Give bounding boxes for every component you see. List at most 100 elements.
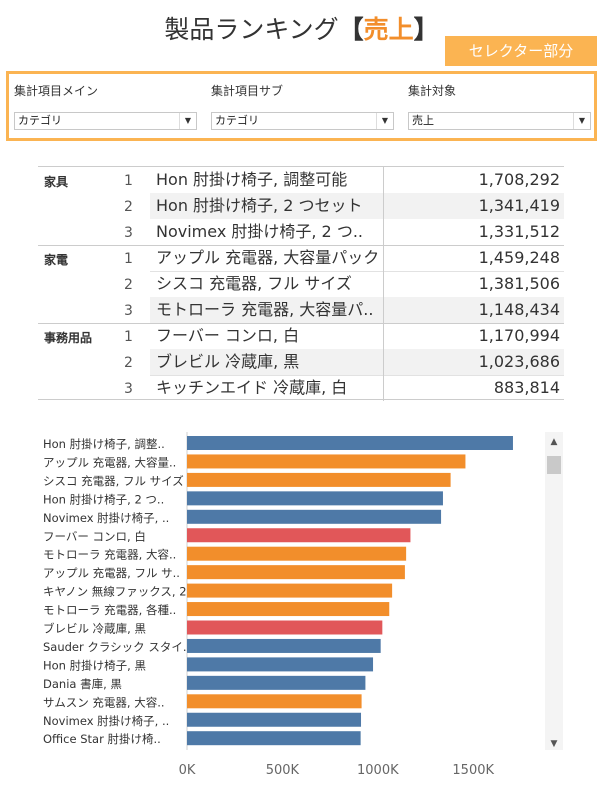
group-divider [38,245,564,246]
bar[interactable] [187,509,442,524]
sales-value: 883,814 [383,375,564,401]
product-name: アップル 充電器, 大容量パック [156,248,380,267]
table-row[interactable]: 2 ブレビル 冷蔵庫, 黒 1,023,686 [38,349,564,375]
main-item-label: 集計項目メイン [14,84,99,98]
bar[interactable] [187,694,362,709]
rank-number: 3 [124,303,133,319]
bar-category-label: Office Star 肘掛け椅.. [43,732,161,746]
bar[interactable] [187,546,407,561]
scrollbar-track[interactable] [545,432,563,750]
bar-category-label: キヤノン 無線ファックス, 2.. [43,585,194,599]
bar[interactable] [187,620,383,635]
bar-category-label: ブレビル 冷蔵庫, 黒 [43,622,146,636]
rank-number: 2 [124,277,133,293]
table-row[interactable]: 1 Hon 肘掛け椅子, 調整可能 1,708,292 [38,167,564,193]
sales-value: 1,381,506 [383,271,564,297]
table-row[interactable]: 2 シスコ 充電器, フル サイズ 1,381,506 [38,271,564,297]
selector-section-tag: セレクター部分 [445,36,597,66]
main-item-dropdown[interactable]: カテゴリ ▼ [14,112,197,130]
bar[interactable] [187,565,405,580]
rank-number: 3 [124,225,133,241]
x-axis: 0K 500K 1000K 1500K [179,763,495,778]
bar[interactable] [187,454,466,469]
bar[interactable] [187,528,411,543]
table-row[interactable]: 2 Hon 肘掛け椅子, 2 つセット 1,341,419 [38,193,564,219]
group-divider [38,323,564,324]
sub-item-selector: 集計項目サブ カテゴリ ▼ [211,82,394,130]
group-label: 家電 [44,253,69,267]
bar[interactable] [187,657,374,672]
chevron-down-icon[interactable]: ▼ [573,113,590,129]
bar-category-label: Novimex 肘掛け椅子, .. [43,714,169,728]
row-divider [150,375,564,376]
table-row[interactable]: 1 フーバー コンロ, 白 1,170,994 [38,323,564,349]
main-item-selector: 集計項目メイン カテゴリ ▼ [14,82,197,130]
chevron-down-icon[interactable]: ▼ [376,113,393,129]
title-text: 製品ランキング [164,15,339,44]
bar-category-label: アップル 充電器, 大容量.. [43,455,176,469]
table-group-electronics: 家電 1 アップル 充電器, 大容量パック 1,459,248 2 シスコ 充電… [38,245,564,323]
table-row[interactable]: 1 アップル 充電器, 大容量パック 1,459,248 [38,245,564,271]
target-selector: 集計対象 売上 ▼ [408,82,591,130]
sub-item-dropdown[interactable]: カテゴリ ▼ [211,112,394,130]
sales-value: 1,170,994 [383,323,564,349]
bar[interactable] [187,491,443,506]
x-tick-label: 0K [179,763,196,778]
table-group-furniture: 家具 1 Hon 肘掛け椅子, 調整可能 1,708,292 2 Hon 肘掛け… [38,167,564,245]
rank-number: 1 [124,173,133,189]
bar-category-label: Hon 肘掛け椅子, 2 つ.. [43,492,164,506]
rank-number: 2 [124,199,133,215]
product-name: キッチンエイド 冷蔵庫, 白 [156,378,348,397]
row-divider [150,271,564,272]
table-row[interactable]: 3 モトローラ 充電器, 大容量パ.. 1,148,434 [38,297,564,323]
table-row[interactable]: 3 キッチンエイド 冷蔵庫, 白 883,814 [38,375,564,401]
rank-number: 2 [124,355,133,371]
sales-bar-chart: Hon 肘掛け椅子, 調整.. アップル 充電器, 大容量.. シスコ 充電器, フ… [38,432,564,750]
product-name: Hon 肘掛け椅子, 調整可能 [156,170,348,189]
x-tick-label: 500K [266,763,300,778]
product-name: モトローラ 充電器, 大容量パ.. [150,297,383,323]
rank-number: 3 [124,381,133,397]
sales-value: 1,331,512 [383,219,564,245]
group-label: 事務用品 [44,331,93,345]
bar-category-label: Hon 肘掛け椅子, 調整.. [43,437,165,451]
bar[interactable] [187,712,362,727]
scroll-up-icon[interactable]: ▲ [551,437,558,447]
product-name: フーバー コンロ, 白 [156,326,300,345]
target-dropdown[interactable]: 売上 ▼ [408,112,591,130]
sub-item-value: カテゴリ [215,114,259,127]
scrollbar-thumb[interactable] [547,456,561,474]
sales-value: 1,459,248 [383,245,564,271]
product-name: Hon 肘掛け椅子, 2 つセット [150,193,383,219]
scroll-down-icon[interactable]: ▼ [551,739,558,749]
bar-category-label: モトローラ 充電器, 各種.. [43,603,176,617]
title-bracket-close: 】 [413,15,439,44]
table-row[interactable]: 3 Novimex 肘掛け椅子, 2 つ.. 1,331,512 [38,219,564,245]
bar[interactable] [187,731,361,746]
bar-category-label: Hon 肘掛け椅子, 黒 [43,658,146,672]
bar[interactable] [187,638,381,653]
table-group-office: 事務用品 1 フーバー コンロ, 白 1,170,994 2 ブレビル 冷蔵庫,… [38,323,564,401]
bar-category-label: Sauder クラシック スタイ.. [43,640,190,654]
target-label: 集計対象 [408,84,457,98]
product-name: Novimex 肘掛け椅子, 2 つ.. [156,222,363,241]
bar[interactable] [187,675,366,690]
title-measure: 売上 [363,15,414,44]
sales-value: 1,341,419 [383,193,564,219]
bar-category-label: シスコ 充電器, フル サイズ [43,474,184,488]
sales-value: 1,148,434 [383,297,564,323]
rank-number: 1 [124,329,133,345]
target-value: 売上 [412,114,434,127]
bar-category-label: アップル 充電器, フル サ.. [43,566,180,580]
bar[interactable] [187,436,513,450]
bar-category-label: フーバー コンロ, 白 [43,529,146,543]
bar[interactable] [187,472,451,487]
page-title: 製品ランキング【売上】 [0,10,603,46]
bar[interactable] [187,583,393,598]
main-item-value: カテゴリ [18,114,62,127]
chevron-down-icon[interactable]: ▼ [179,113,196,129]
bar-category-label: モトローラ 充電器, 大容.. [43,548,176,562]
bar[interactable] [187,602,390,617]
bar-category-label: Dania 書庫, 黒 [43,677,122,691]
